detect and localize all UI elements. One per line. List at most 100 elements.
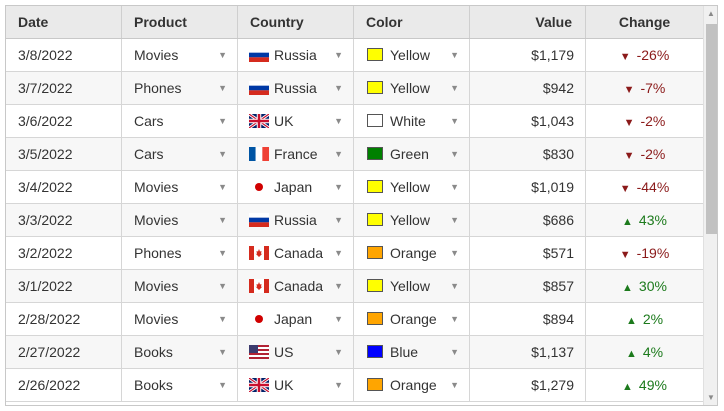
country-cell[interactable]: Russia ▼ <box>238 39 354 71</box>
dropdown-arrow-icon[interactable]: ▼ <box>218 50 227 60</box>
color-cell[interactable]: Yellow ▼ <box>354 171 470 203</box>
table-row[interactable]: 3/6/2022 Cars ▼ UK ▼ White ▼ $1,043 ▼ -2% <box>6 105 703 138</box>
country-cell[interactable]: Russia ▼ <box>238 204 354 236</box>
dropdown-arrow-icon[interactable]: ▼ <box>218 83 227 93</box>
scrollbar-thumb[interactable] <box>706 24 717 234</box>
value-cell[interactable]: $942 <box>470 72 586 104</box>
color-cell[interactable]: Orange ▼ <box>354 369 470 401</box>
product-cell[interactable]: Movies ▼ <box>122 171 238 203</box>
date-cell[interactable]: 2/26/2022 <box>6 369 122 401</box>
dropdown-arrow-icon[interactable]: ▼ <box>218 314 227 324</box>
column-header-change[interactable]: Change <box>618 14 671 30</box>
table-row[interactable]: 3/5/2022 Cars ▼ France ▼ Green ▼ $830 ▼ -2% <box>6 138 703 171</box>
dropdown-arrow-icon[interactable]: ▼ <box>450 248 459 258</box>
product-cell[interactable]: Cars ▼ <box>122 105 238 137</box>
dropdown-arrow-icon[interactable]: ▼ <box>218 281 227 291</box>
table-row[interactable]: 3/8/2022 Movies ▼ Russia ▼ Yellow ▼ $1,179 ▼ -26% <box>6 39 703 72</box>
column-header-country[interactable]: Country <box>238 6 354 38</box>
table-row[interactable]: 2/27/2022 Books ▼ US ▼ Blue ▼ $1,137 ▲ 4% <box>6 336 703 369</box>
table-row[interactable]: 3/2/2022 Phones ▼ Canada ▼ Orange ▼ $571 ▼ -19% <box>6 237 703 270</box>
dropdown-arrow-icon[interactable]: ▼ <box>334 83 343 93</box>
color-cell[interactable]: Yellow ▼ <box>354 270 470 302</box>
table-row[interactable]: 3/7/2022 Phones ▼ Russia ▼ Yellow ▼ $942 ▼ -7% <box>6 72 703 105</box>
dropdown-arrow-icon[interactable]: ▼ <box>218 116 227 126</box>
product-cell[interactable]: Movies ▼ <box>122 303 238 335</box>
table-row[interactable]: 3/1/2022 Movies ▼ Canada ▼ Yellow ▼ $857 ▲ 30% <box>6 270 703 303</box>
change-cell[interactable]: ▲ 49% <box>586 369 703 401</box>
change-cell[interactable]: ▼ -7% <box>586 72 703 104</box>
value-cell[interactable]: $1,043 <box>470 105 586 137</box>
color-cell[interactable]: Orange ▼ <box>354 303 470 335</box>
color-cell[interactable]: Green ▼ <box>354 138 470 170</box>
color-cell[interactable]: White ▼ <box>354 105 470 137</box>
country-cell[interactable]: Japan ▼ <box>238 303 354 335</box>
change-cell[interactable]: ▼ -44% <box>586 171 703 203</box>
country-cell[interactable]: Russia ▼ <box>238 72 354 104</box>
value-cell[interactable]: $1,019 <box>470 171 586 203</box>
dropdown-arrow-icon[interactable]: ▼ <box>334 248 343 258</box>
color-cell[interactable]: Yellow ▼ <box>354 204 470 236</box>
date-cell[interactable]: 3/8/2022 <box>6 39 122 71</box>
column-header-value[interactable]: Value <box>470 6 586 38</box>
dropdown-arrow-icon[interactable]: ▼ <box>450 149 459 159</box>
table-row[interactable]: 2/28/2022 Movies ▼ Japan ▼ Orange ▼ $894 ▲ 2% <box>6 303 703 336</box>
scroll-up-arrow-icon[interactable]: ▲ <box>707 9 715 18</box>
dropdown-arrow-icon[interactable]: ▼ <box>218 182 227 192</box>
dropdown-arrow-icon[interactable]: ▼ <box>334 347 343 357</box>
vertical-scrollbar[interactable]: ▲ ▼ <box>703 6 717 405</box>
table-row[interactable]: 3/3/2022 Movies ▼ Russia ▼ Yellow ▼ $686 ▲ 43% <box>6 204 703 237</box>
date-cell[interactable]: 3/3/2022 <box>6 204 122 236</box>
value-cell[interactable]: $894 <box>470 303 586 335</box>
date-cell[interactable]: 3/7/2022 <box>6 72 122 104</box>
color-cell[interactable]: Yellow ▼ <box>354 72 470 104</box>
color-cell[interactable]: Yellow ▼ <box>354 39 470 71</box>
table-row[interactable]: 2/26/2022 Books ▼ UK ▼ Orange ▼ $1,279 ▲ 49% <box>6 369 703 402</box>
dropdown-arrow-icon[interactable]: ▼ <box>218 380 227 390</box>
country-cell[interactable]: US ▼ <box>238 336 354 368</box>
dropdown-arrow-icon[interactable]: ▼ <box>450 50 459 60</box>
country-cell[interactable]: UK ▼ <box>238 105 354 137</box>
product-cell[interactable]: Phones ▼ <box>122 237 238 269</box>
date-cell[interactable]: 3/6/2022 <box>6 105 122 137</box>
product-cell[interactable]: Books ▼ <box>122 336 238 368</box>
scroll-down-arrow-icon[interactable]: ▼ <box>707 393 715 402</box>
value-cell[interactable]: $1,179 <box>470 39 586 71</box>
column-header-product[interactable]: Product <box>122 6 238 38</box>
dropdown-arrow-icon[interactable]: ▼ <box>334 149 343 159</box>
date-cell[interactable]: 3/4/2022 <box>6 171 122 203</box>
dropdown-arrow-icon[interactable]: ▼ <box>334 380 343 390</box>
date-cell[interactable]: 3/5/2022 <box>6 138 122 170</box>
change-cell[interactable]: ▲ 2% <box>586 303 703 335</box>
dropdown-arrow-icon[interactable]: ▼ <box>334 116 343 126</box>
change-cell[interactable]: ▲ 30% <box>586 270 703 302</box>
dropdown-arrow-icon[interactable]: ▼ <box>334 182 343 192</box>
dropdown-arrow-icon[interactable]: ▼ <box>334 314 343 324</box>
color-cell[interactable]: Blue ▼ <box>354 336 470 368</box>
table-row[interactable]: 3/4/2022 Movies ▼ Japan ▼ Yellow ▼ $1,019 ▼ -44% <box>6 171 703 204</box>
change-cell[interactable]: ▲ 4% <box>586 336 703 368</box>
product-cell[interactable]: Movies ▼ <box>122 270 238 302</box>
value-cell[interactable]: $857 <box>470 270 586 302</box>
color-cell[interactable]: Orange ▼ <box>354 237 470 269</box>
dropdown-arrow-icon[interactable]: ▼ <box>450 380 459 390</box>
country-cell[interactable]: Canada ▼ <box>238 270 354 302</box>
change-cell[interactable]: ▲ 43% <box>586 204 703 236</box>
dropdown-arrow-icon[interactable]: ▼ <box>450 281 459 291</box>
value-cell[interactable]: $686 <box>470 204 586 236</box>
product-cell[interactable]: Movies ▼ <box>122 204 238 236</box>
dropdown-arrow-icon[interactable]: ▼ <box>450 83 459 93</box>
product-cell[interactable]: Phones ▼ <box>122 72 238 104</box>
value-cell[interactable]: $1,279 <box>470 369 586 401</box>
dropdown-arrow-icon[interactable]: ▼ <box>450 314 459 324</box>
country-cell[interactable]: France ▼ <box>238 138 354 170</box>
value-cell[interactable]: $830 <box>470 138 586 170</box>
dropdown-arrow-icon[interactable]: ▼ <box>450 347 459 357</box>
change-cell[interactable]: ▼ -2% <box>586 105 703 137</box>
dropdown-arrow-icon[interactable]: ▼ <box>218 215 227 225</box>
change-cell[interactable]: ▼ -2% <box>586 138 703 170</box>
country-cell[interactable]: UK ▼ <box>238 369 354 401</box>
change-cell[interactable]: ▼ -26% <box>586 39 703 71</box>
date-cell[interactable]: 3/2/2022 <box>6 237 122 269</box>
country-cell[interactable]: Japan ▼ <box>238 171 354 203</box>
dropdown-arrow-icon[interactable]: ▼ <box>450 215 459 225</box>
